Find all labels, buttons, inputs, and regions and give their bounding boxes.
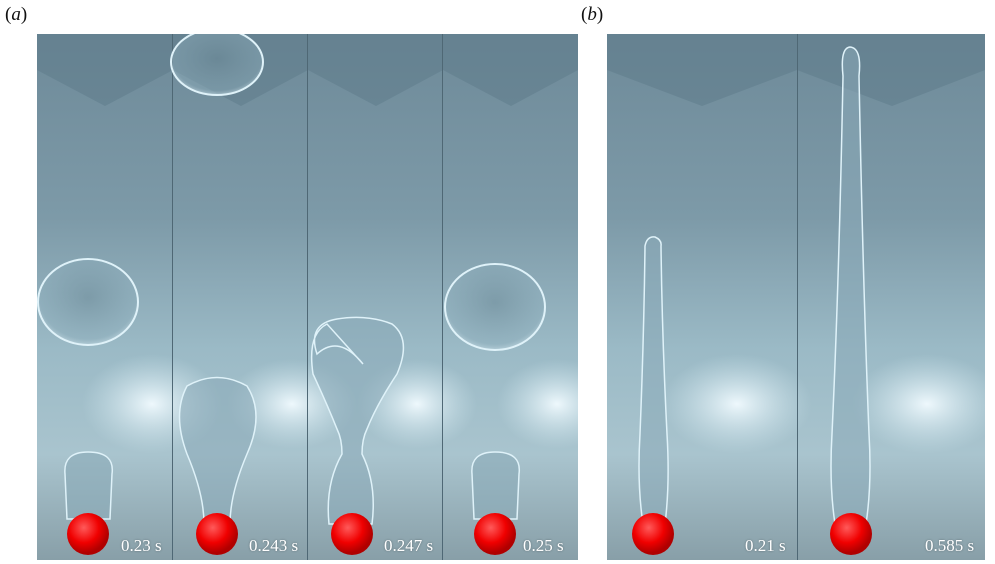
panel-a-photo [37, 34, 578, 560]
frame-time-0.25: 0.25 s [523, 536, 564, 555]
frame-time-0.21: 0.21 s [745, 536, 786, 555]
panel-a-label: (a) [5, 4, 28, 25]
panel-b-photo [607, 34, 985, 560]
panel-a-image: 0.23 s 0.243 s 0.247 s 0.25 s [37, 34, 578, 560]
panel-b-image: 0.21 s 0.585 s [607, 34, 985, 560]
frame-time-0.247: 0.247 s [384, 536, 434, 555]
frame-time-0.243: 0.243 s [249, 536, 299, 555]
panel-b-label: (b) [581, 4, 604, 25]
frame-time-0.585: 0.585 s [925, 536, 975, 555]
frame-time-0.23: 0.23 s [121, 536, 162, 555]
